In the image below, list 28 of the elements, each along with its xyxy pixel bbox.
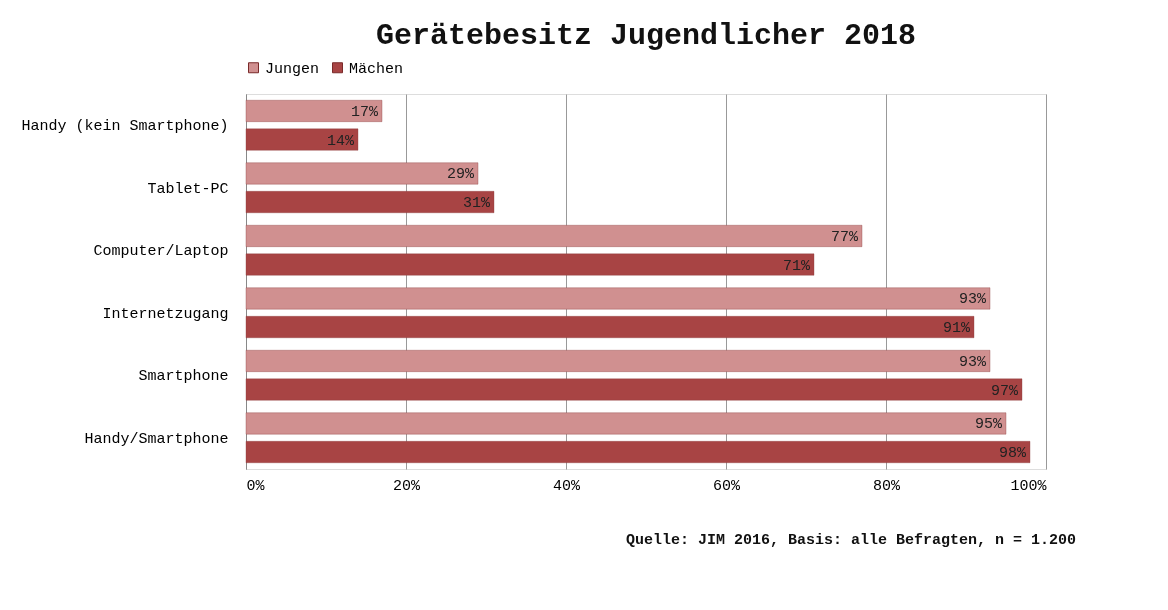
data-label: 29% (446, 166, 475, 184)
legend-label: Mächen (349, 60, 404, 78)
y-tick-label: Tablet-PC (147, 180, 229, 198)
y-tick-label: Handy (kein Smartphone) (21, 118, 229, 136)
x-tick-label: 40% (552, 477, 581, 495)
data-label: 93% (958, 291, 987, 309)
y-tick-label: Smartphone (138, 368, 229, 386)
data-label: 17% (350, 103, 379, 121)
legend-label: Jungen (265, 60, 320, 78)
data-label: 91% (942, 320, 971, 338)
x-tick-label: 0% (246, 477, 266, 495)
y-tick-label: Handy/Smartphone (84, 430, 229, 448)
data-label: 97% (990, 382, 1019, 400)
x-tick-label: 100% (1010, 477, 1048, 495)
data-label: 98% (998, 445, 1027, 463)
x-tick-label: 60% (712, 477, 741, 495)
data-label: 95% (974, 416, 1003, 434)
data-label: 71% (782, 257, 811, 275)
source-note: Quelle: JIM 2016, Basis: alle Befragten, n = 1.200 (625, 532, 1076, 549)
data-label: 31% (462, 195, 491, 213)
data-label: 14% (326, 132, 355, 150)
y-tick-label: Internetzugang (102, 305, 229, 323)
data-label: 93% (958, 353, 987, 371)
chart-title: Gerätebesitz Jugendlicher 2018 (375, 19, 917, 53)
data-label: 77% (830, 228, 859, 246)
x-tick-label: 80% (872, 477, 901, 495)
x-tick-label: 20% (392, 477, 421, 495)
y-tick-label: Computer/Laptop (93, 243, 229, 261)
